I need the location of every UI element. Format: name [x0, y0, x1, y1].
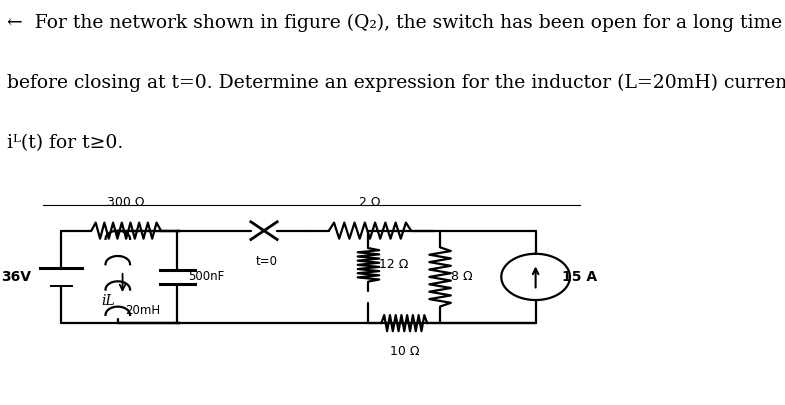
Text: 20mH: 20mH — [125, 304, 160, 317]
Text: 15 A: 15 A — [563, 270, 597, 284]
Text: 10 Ω: 10 Ω — [389, 345, 419, 358]
Text: iL: iL — [101, 294, 115, 308]
Text: ←  For the network shown in figure (Q₂), the switch has been open for a long tim: ← For the network shown in figure (Q₂), … — [7, 13, 783, 32]
Text: 36V: 36V — [2, 270, 31, 284]
Text: 2 Ω: 2 Ω — [360, 196, 381, 209]
Text: before closing at t=0. Determine an expression for the inductor (L=20mH) current: before closing at t=0. Determine an expr… — [7, 74, 785, 92]
Text: iᴸ(t) for t≥0.: iᴸ(t) for t≥0. — [7, 134, 123, 152]
Text: 500nF: 500nF — [188, 271, 225, 284]
Text: 8 Ω: 8 Ω — [451, 271, 473, 284]
Text: t=0: t=0 — [256, 255, 278, 268]
Text: 300 Ω: 300 Ω — [108, 196, 145, 209]
Text: 12 Ω: 12 Ω — [379, 258, 409, 271]
